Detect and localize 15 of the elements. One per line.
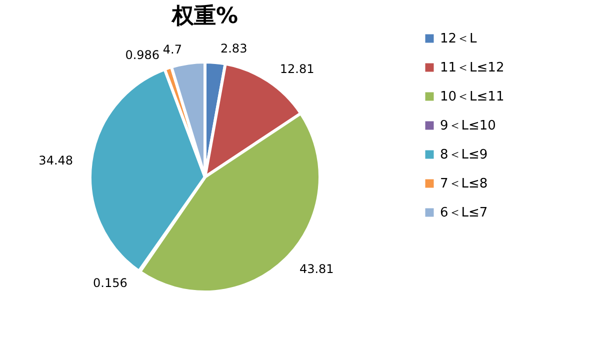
legend-label: 7＜L≤8	[440, 176, 488, 192]
legend-label: 10＜L≤11	[440, 90, 504, 104]
legend-label: 12＜L	[440, 32, 478, 46]
chart-title: 权重%	[170, 4, 238, 29]
data-label: 43.81	[299, 262, 334, 276]
legend-label: 8＜L≤9	[440, 148, 488, 162]
data-label: 4.7	[162, 42, 182, 56]
data-label: 34.48	[38, 154, 74, 168]
legend-label: 6＜L≤7	[440, 206, 488, 220]
data-label: 0.986	[125, 48, 160, 62]
data-label: 0.156	[93, 276, 128, 290]
legend-label: 9＜L≤10	[440, 118, 496, 134]
data-label: 12.81	[280, 62, 314, 76]
data-label: 2.83	[220, 42, 248, 56]
legend-label: 11＜L≤12	[440, 60, 504, 76]
